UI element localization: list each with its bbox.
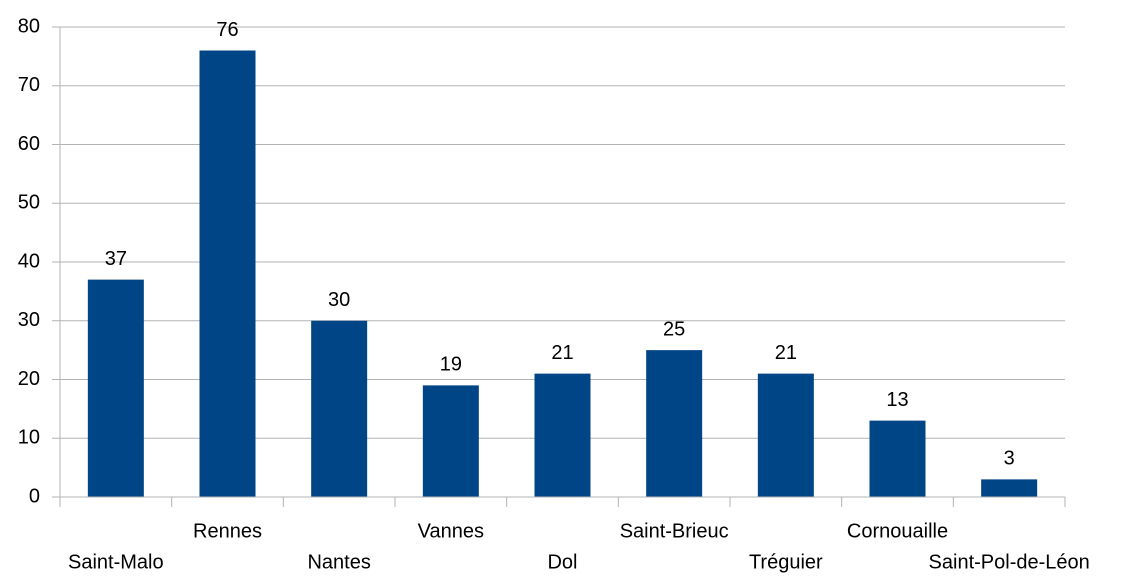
y-tick-label: 80	[18, 15, 40, 37]
data-label: 19	[440, 354, 462, 376]
x-tick-label: Rennes	[193, 520, 262, 542]
x-tick-label: Saint-Malo	[68, 551, 164, 573]
x-tick-label: Nantes	[307, 551, 370, 573]
bar	[646, 350, 703, 497]
data-label: 3	[1004, 448, 1015, 470]
x-tick-label: Tréguier	[749, 551, 823, 573]
y-tick-label: 10	[18, 427, 40, 449]
data-label: 21	[551, 342, 573, 364]
data-label: 76	[216, 19, 238, 41]
bar	[422, 385, 479, 497]
x-tick-label: Vannes	[418, 520, 484, 542]
y-tick-label: 60	[18, 133, 40, 155]
y-tick-label: 0	[29, 485, 40, 507]
y-tick-label: 20	[18, 368, 40, 390]
x-tick-label: Dol	[547, 551, 577, 573]
x-tick-label: Saint-Brieuc	[620, 520, 729, 542]
data-label: 30	[328, 289, 350, 311]
bar	[869, 420, 926, 497]
bar	[981, 479, 1038, 497]
data-label: 21	[775, 342, 797, 364]
y-tick-label: 30	[18, 309, 40, 331]
bar	[534, 373, 591, 497]
bar	[199, 50, 256, 497]
x-tick-label: Cornouaille	[847, 520, 948, 542]
bar	[87, 279, 144, 497]
x-tick-label: Saint-Pol-de-Léon	[929, 551, 1090, 573]
y-tick-label: 70	[18, 74, 40, 96]
y-tick-label: 40	[18, 250, 40, 272]
data-label: 13	[886, 389, 908, 411]
bar	[757, 373, 814, 497]
y-tick-label: 50	[18, 192, 40, 214]
data-label: 25	[663, 318, 685, 340]
bar	[311, 320, 368, 497]
data-label: 37	[105, 248, 127, 270]
